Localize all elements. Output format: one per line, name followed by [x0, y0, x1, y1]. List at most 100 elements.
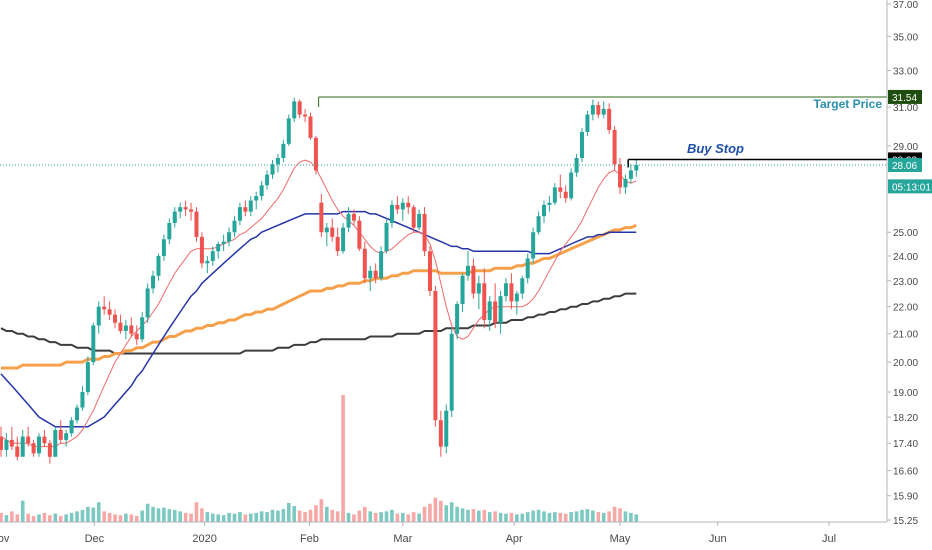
price-tick-label: 15.90 [893, 492, 918, 503]
candle-body [389, 204, 394, 223]
volume-bar [498, 512, 503, 522]
candle-body [237, 207, 242, 221]
volume-bar [42, 512, 47, 522]
volume-bar [31, 515, 36, 522]
candle-body [216, 243, 221, 252]
time-axis[interactable]: ov Dec 2020 Feb Mar Apr May Jun Jul [0, 522, 836, 545]
volume-bar [15, 514, 20, 522]
volume-bar [308, 509, 313, 522]
volume-bar [26, 513, 30, 522]
buy-stop-label: Buy Stop [687, 141, 744, 156]
volume-bar [156, 508, 161, 522]
volume-bar [363, 506, 367, 522]
candle-body [449, 333, 454, 411]
volume-bar [471, 509, 476, 522]
candle-body [31, 443, 36, 454]
candles [0, 97, 639, 464]
volume-bar [113, 514, 117, 522]
price-badge-label: 05:13:01 [892, 182, 931, 193]
volume-bar [352, 514, 356, 522]
volume-bar [373, 512, 378, 522]
volume-bar [634, 514, 639, 522]
price-tick-label: 16.60 [893, 467, 918, 478]
candle-body [96, 306, 101, 326]
target-price-label: Target Price [814, 97, 883, 111]
candle-body [221, 241, 226, 244]
candle-body [346, 213, 351, 228]
volume-bar [189, 513, 193, 522]
time-tick-label: ov [0, 533, 10, 545]
candle-body [547, 202, 552, 205]
price-tick-label: 15.25 [893, 516, 918, 527]
candle-body [368, 270, 373, 279]
volume-bar [172, 509, 177, 522]
volume-bar [292, 506, 297, 522]
volume-bar [553, 512, 557, 522]
time-tick-label: Mar [393, 533, 412, 545]
volume-bar [140, 510, 144, 522]
volume-bar [612, 506, 617, 522]
volume-bar [547, 512, 552, 522]
volume-bar [151, 506, 155, 522]
price-tick-label: 21.00 [893, 330, 918, 341]
candle-body [85, 362, 90, 393]
time-tick-label: Apr [506, 533, 523, 545]
candle-body [400, 202, 405, 210]
candle-body [460, 275, 465, 305]
candle-body [15, 446, 20, 457]
price-tick-label: 33.00 [893, 67, 918, 78]
volume-bar [53, 513, 58, 522]
candle-body [102, 306, 107, 310]
volume-bar [335, 511, 340, 522]
candle-body [628, 170, 633, 179]
price-badge [888, 179, 932, 194]
volume-bar [227, 512, 231, 522]
volume-bar [281, 509, 286, 522]
candle-body [531, 232, 536, 259]
volume-bar [314, 505, 318, 522]
price-tick-label: 31.00 [893, 103, 918, 114]
candle-body [444, 410, 449, 447]
volume-bar [542, 511, 546, 522]
price-axis[interactable]: 37.00 35.00 33.00 31.00 29.00 25.00 24.00 23.00… [887, 0, 918, 527]
price-tick-label: 35.00 [893, 32, 918, 43]
candle-body [417, 213, 422, 228]
candle-body [75, 407, 80, 421]
candle-body [542, 204, 546, 217]
candle-body [270, 164, 275, 175]
volume-bar [395, 513, 400, 522]
candle-body [373, 270, 378, 279]
volume-bar [477, 510, 481, 522]
volume-bar [574, 511, 579, 522]
volume-bar [48, 515, 52, 522]
candle-body [232, 220, 237, 233]
volume-bar [487, 512, 492, 522]
volume-bar [216, 514, 220, 522]
volume-bar [205, 512, 210, 522]
volume-bar [276, 510, 280, 522]
volume-bar [4, 515, 9, 522]
candle-body [607, 108, 612, 130]
volume-bar [167, 509, 172, 522]
candle-body [123, 325, 128, 331]
time-tick-label: May [610, 533, 631, 545]
candle-body [156, 256, 161, 276]
candle-body [476, 283, 481, 294]
candle-body [227, 232, 232, 242]
candle-body [183, 207, 188, 210]
volume-bar [525, 512, 530, 522]
price-tick-label: 23.00 [893, 277, 918, 288]
volume-bar [493, 511, 497, 522]
volume-bar [265, 512, 269, 522]
candle-body [145, 288, 150, 318]
volume-bar [10, 511, 14, 522]
volume-bar [417, 513, 421, 522]
volume-bar [607, 511, 611, 522]
candle-body [384, 222, 389, 252]
volume-bar [303, 512, 307, 522]
volume-bar [91, 507, 96, 522]
candle-body [558, 187, 563, 192]
price-tick-label: 37.00 [893, 0, 918, 11]
candle-body [20, 436, 25, 457]
volume-bar [482, 509, 487, 522]
